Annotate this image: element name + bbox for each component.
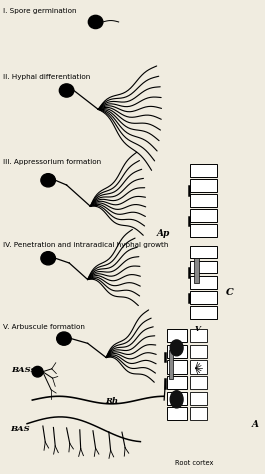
Bar xyxy=(191,246,217,258)
Bar xyxy=(190,376,207,389)
Ellipse shape xyxy=(41,173,55,187)
Bar xyxy=(190,407,207,420)
Bar xyxy=(195,258,199,283)
Bar xyxy=(167,329,187,342)
Text: V: V xyxy=(195,325,200,333)
Text: IV. Penetration and intraradical hyphal growth: IV. Penetration and intraradical hyphal … xyxy=(3,242,169,248)
Ellipse shape xyxy=(170,340,183,356)
Bar xyxy=(167,392,187,405)
Ellipse shape xyxy=(88,15,103,28)
Bar xyxy=(167,407,187,420)
Bar xyxy=(167,376,187,389)
Bar xyxy=(190,345,207,358)
Bar xyxy=(191,224,217,237)
Text: BASs: BASs xyxy=(11,366,36,374)
Text: Rh: Rh xyxy=(105,397,118,405)
Text: I. Spore germination: I. Spore germination xyxy=(3,8,77,14)
Bar xyxy=(191,261,217,273)
Ellipse shape xyxy=(32,366,43,377)
Bar xyxy=(167,345,187,358)
Text: Root cortex: Root cortex xyxy=(175,460,213,466)
Bar xyxy=(191,164,217,176)
Text: C: C xyxy=(226,288,233,297)
Text: II. Hyphal differentiation: II. Hyphal differentiation xyxy=(3,74,91,80)
Bar xyxy=(169,350,173,379)
Bar xyxy=(167,360,187,374)
Ellipse shape xyxy=(41,252,55,265)
Text: Ap: Ap xyxy=(156,229,170,238)
Text: V. Arbuscule formation: V. Arbuscule formation xyxy=(3,324,85,330)
Bar xyxy=(191,306,217,319)
Bar xyxy=(190,360,207,374)
Ellipse shape xyxy=(57,332,71,345)
Bar xyxy=(191,291,217,304)
Ellipse shape xyxy=(170,391,183,408)
Text: BAS: BAS xyxy=(10,425,29,433)
Bar xyxy=(191,194,217,207)
Text: A: A xyxy=(252,420,259,429)
Bar xyxy=(190,329,207,342)
Bar xyxy=(190,392,207,405)
Bar xyxy=(191,179,217,191)
Bar xyxy=(191,209,217,222)
Bar xyxy=(191,276,217,289)
Ellipse shape xyxy=(59,84,74,97)
Text: III. Appressorium formation: III. Appressorium formation xyxy=(3,159,101,165)
